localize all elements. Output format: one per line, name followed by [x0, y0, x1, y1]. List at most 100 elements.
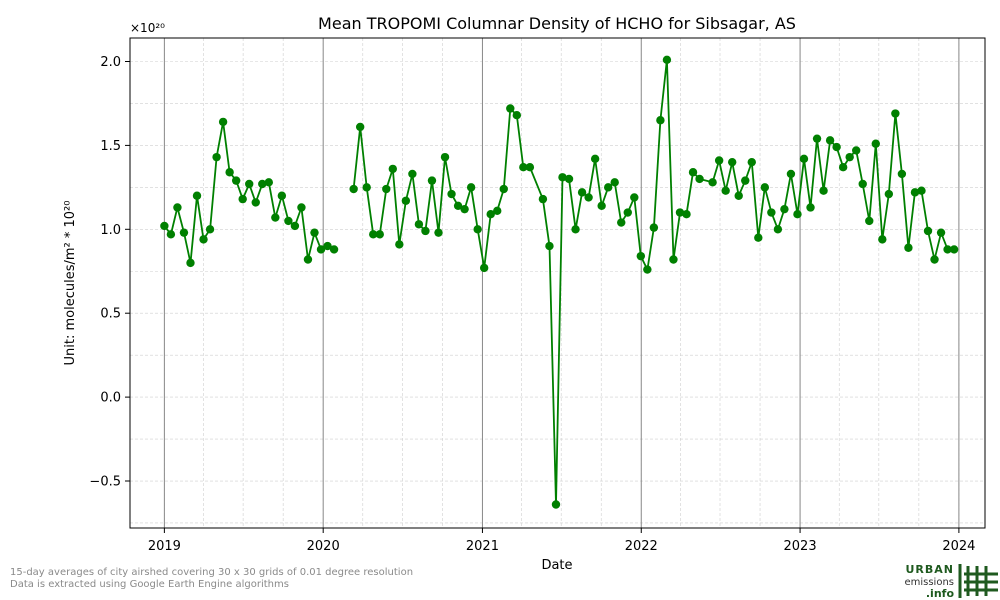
data-point: [251, 198, 260, 207]
data-point: [355, 122, 365, 132]
data-point: [943, 245, 952, 254]
data-point: [891, 109, 900, 118]
data-point: [290, 221, 300, 231]
data-point: [395, 240, 404, 249]
data-point: [897, 169, 907, 179]
data-point: [271, 213, 280, 222]
data-point: [499, 184, 508, 194]
data-point: [845, 152, 854, 162]
y-tick-label: 1.0: [100, 223, 121, 238]
data-point: [936, 228, 946, 237]
data-point: [865, 216, 874, 226]
data-point: [603, 183, 613, 192]
data-point: [878, 235, 887, 244]
data-point: [264, 178, 274, 187]
data-point: [858, 179, 867, 189]
data-point: [323, 241, 332, 251]
chart-title: Mean TROPOMI Columnar Density of HCHO fo…: [318, 14, 796, 33]
data-point: [427, 176, 437, 185]
data-point: [369, 230, 378, 239]
data-point: [714, 156, 724, 165]
data-point: [545, 241, 554, 251]
data-point: [577, 188, 587, 197]
data-point: [630, 193, 639, 202]
data-point: [519, 163, 528, 172]
data-point: [832, 142, 841, 152]
data-point: [192, 191, 202, 200]
data-point: [434, 228, 443, 237]
data-point: [825, 136, 835, 145]
logo-text-info: .info: [926, 587, 955, 600]
x-tick-label: 2023: [784, 539, 817, 554]
data-point: [643, 265, 652, 274]
data-series: [160, 55, 959, 509]
x-axis-label: Date: [541, 558, 572, 573]
data-point: [329, 245, 339, 254]
plot-frame: [129, 37, 986, 529]
y-tick-label: 2.0: [100, 55, 121, 70]
data-point: [284, 216, 293, 226]
data-point: [538, 194, 548, 204]
y-axis-label: Unit: molecules/m² * 10²⁰: [63, 201, 78, 366]
data-point: [721, 186, 730, 195]
data-point: [447, 189, 456, 199]
data-point: [636, 251, 646, 261]
data-point: [382, 184, 391, 194]
y-tick-label: 1.5: [100, 139, 121, 154]
data-point: [205, 225, 215, 234]
data-point: [388, 164, 398, 174]
x-tick-label: 2019: [148, 539, 181, 554]
data-point: [590, 154, 600, 164]
year-reference-lines: [163, 38, 960, 528]
data-point: [773, 225, 783, 234]
data-point: [669, 255, 678, 264]
data-point: [793, 209, 802, 219]
data-point: [780, 204, 789, 214]
logo-text-emissions: emissions: [904, 577, 954, 588]
data-point: [812, 134, 822, 143]
data-point: [617, 218, 626, 227]
data-point: [212, 152, 221, 162]
data-point: [949, 245, 959, 254]
data-point: [558, 173, 567, 182]
x-tick-label: 2024: [942, 539, 975, 554]
data-point: [160, 221, 169, 231]
data-point: [799, 154, 809, 164]
y-tick-label: 0.5: [100, 307, 121, 322]
data-point: [734, 191, 743, 200]
data-point: [610, 178, 619, 187]
series-line: [352, 59, 955, 505]
data-point: [479, 263, 489, 273]
data-point: [741, 176, 750, 185]
data-point: [408, 169, 417, 179]
data-point: [277, 191, 287, 200]
logo-text-urban: URBAN: [905, 563, 954, 576]
data-point: [414, 220, 424, 229]
x-tick-label: 2020: [307, 539, 340, 554]
data-point: [473, 225, 482, 234]
data-point: [303, 255, 313, 264]
data-point: [656, 116, 665, 125]
data-point: [819, 186, 828, 195]
data-point: [910, 188, 920, 197]
data-point: [767, 208, 776, 217]
data-point: [258, 179, 267, 189]
data-point: [186, 258, 195, 268]
data-point: [682, 209, 691, 219]
series-line: [163, 121, 335, 264]
data-point: [349, 184, 358, 194]
data-point: [806, 203, 815, 212]
y-tick-label: −0.5: [89, 475, 121, 490]
data-point: [493, 206, 502, 216]
data-point: [375, 230, 384, 239]
footnote-line-2: Data is extracted using Google Earth Eng…: [10, 579, 289, 590]
data-point: [297, 203, 306, 212]
data-point: [747, 157, 756, 167]
data-point: [904, 243, 913, 252]
data-point: [688, 168, 698, 177]
data-point: [584, 193, 593, 202]
grid-icon: [958, 564, 998, 598]
data-point: [512, 110, 522, 120]
data-point: [440, 152, 450, 162]
